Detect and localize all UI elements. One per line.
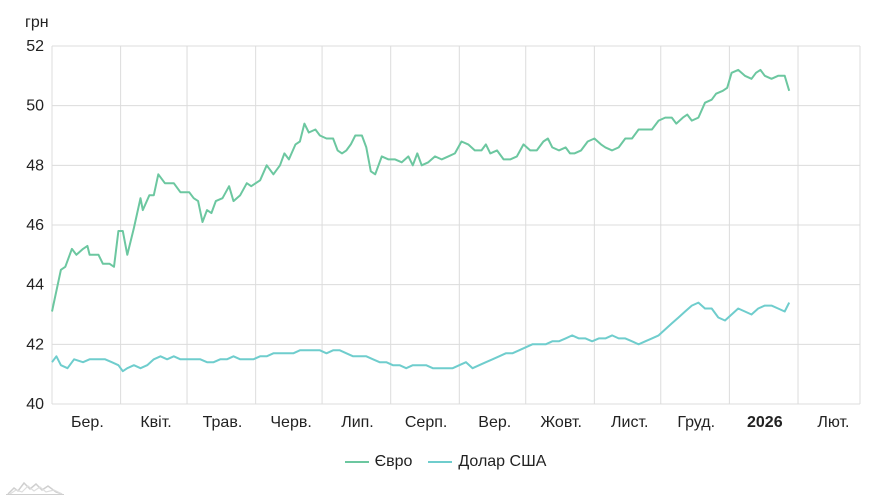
y-tick-label: 52 — [26, 38, 44, 55]
y-tick-label: 48 — [26, 157, 44, 174]
logo-icon — [6, 481, 64, 495]
grid — [51, 45, 861, 405]
legend-label-usd: Долар США — [458, 453, 547, 470]
legend-swatch-euro — [344, 461, 369, 463]
legend-swatch-usd — [428, 461, 453, 463]
x-tick-label: Груд. — [677, 414, 715, 431]
x-tick-label: Черв. — [270, 414, 311, 431]
legend: Євро Долар США — [0, 452, 891, 472]
series-layer — [51, 68, 791, 373]
x-tick-label: Лист. — [611, 414, 648, 431]
x-tick-label: Вер. — [478, 414, 511, 431]
x-tick-label: Жовт. — [540, 414, 582, 431]
x-tick-label: Лип. — [341, 414, 374, 431]
legend-label-euro: Євро — [374, 453, 413, 470]
y-axis: 40 42 44 46 48 50 52 — [26, 38, 44, 413]
x-tick-label: Лют. — [817, 414, 849, 431]
y-tick-label: 50 — [26, 98, 44, 115]
y-unit-label: грн — [25, 14, 49, 31]
series-line-euro[interactable] — [51, 68, 791, 312]
x-tick-label: Серп. — [405, 414, 447, 431]
x-tick-label: Бер. — [71, 414, 104, 431]
y-tick-label: 44 — [26, 277, 44, 294]
x-tick-label: 2026 — [747, 414, 783, 431]
legend-item-usd[interactable]: Долар США — [428, 453, 546, 471]
x-axis: Бер. Квіт. Трав. Черв. Лип. Серп. Вер. Жовт. Лис… — [71, 414, 849, 431]
series-line-usd[interactable] — [51, 301, 791, 373]
x-tick-label: Квіт. — [140, 414, 171, 431]
legend-item-euro[interactable]: Євро — [344, 453, 413, 471]
y-tick-label: 40 — [26, 396, 44, 413]
x-tick-label: Трав. — [203, 414, 243, 431]
y-tick-label: 42 — [26, 336, 44, 353]
y-tick-label: 46 — [26, 217, 44, 234]
